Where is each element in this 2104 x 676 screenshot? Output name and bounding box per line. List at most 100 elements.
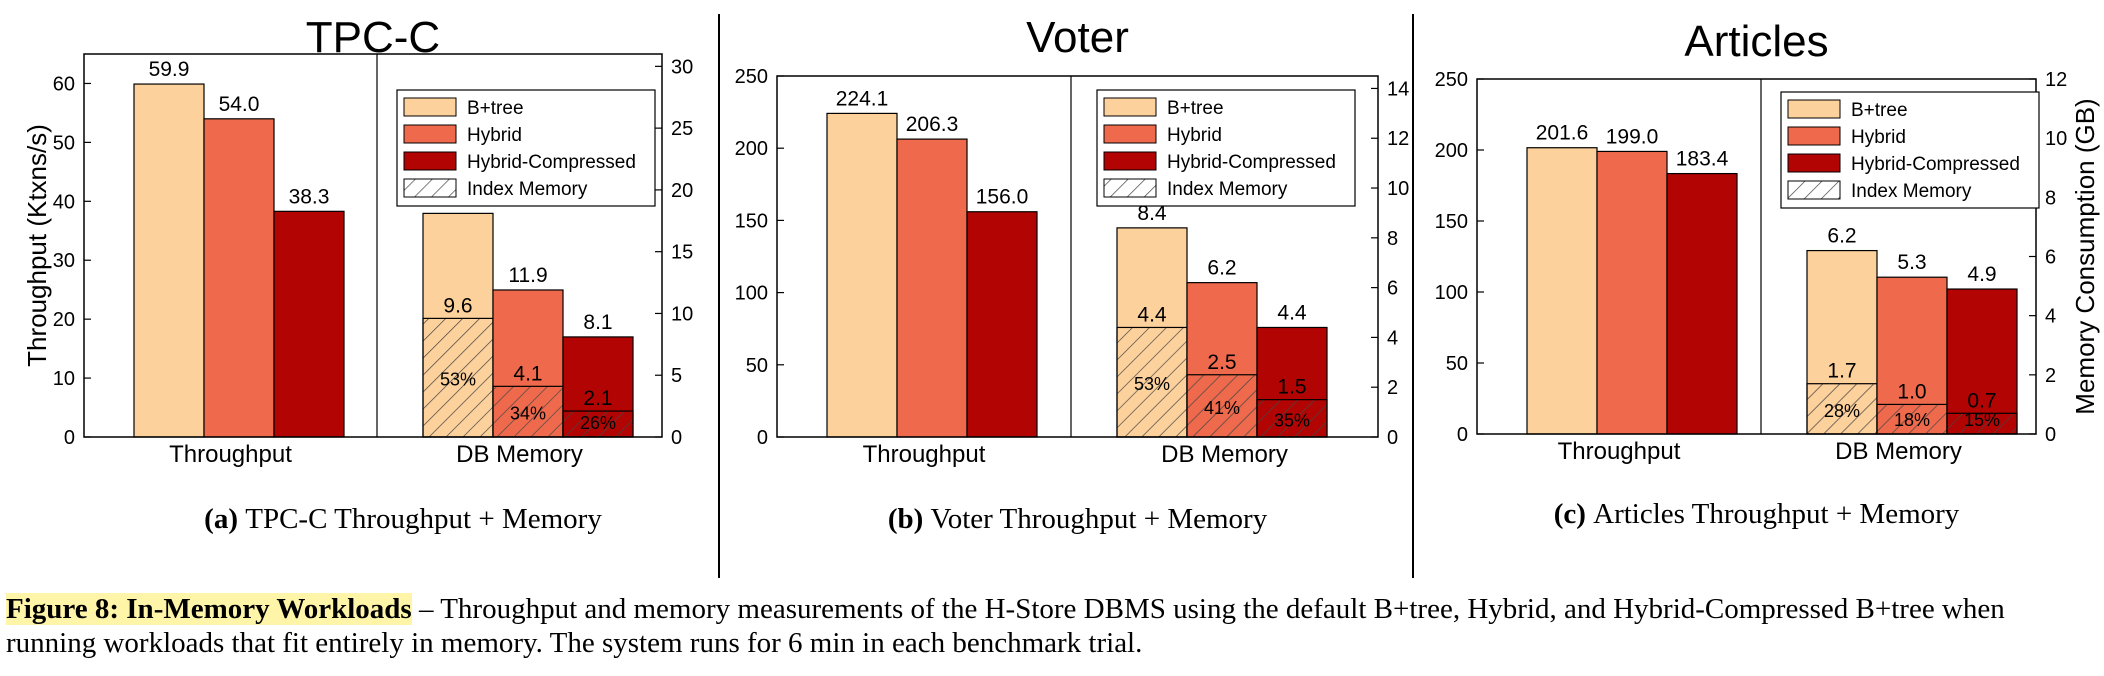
right-tick-label: 25	[671, 118, 693, 140]
legend-hybrid-swatch	[403, 124, 457, 144]
right-tick-label: 10	[2045, 128, 2067, 150]
index-memory-bar	[1186, 374, 1258, 438]
index-percent-label: 34%	[510, 404, 546, 424]
index-memory-label: 9.6	[443, 294, 472, 317]
right-tick-label: 0	[1387, 427, 1398, 449]
y-axis-label-right: Memory Consumption (GB)	[2070, 98, 2100, 414]
memory-label: 8.1	[583, 311, 612, 334]
throughput-bar	[896, 138, 968, 438]
right-tick-label: 0	[2045, 424, 2056, 446]
legend-index-memory-label: Index Memory	[467, 179, 588, 200]
memory-label: 8.4	[1137, 202, 1167, 225]
subcaption: (b) Voter Throughput + Memory	[888, 503, 1268, 535]
category-label: Throughput	[1558, 438, 1681, 465]
category-label: Throughput	[169, 441, 292, 468]
subcaption-text: Articles Throughput + Memory	[1593, 498, 1960, 530]
legend-hybrid-compressed-swatch	[1787, 153, 1841, 173]
legend: B+tree Hybrid Hybrid-Compressed Index Memor…	[396, 89, 656, 207]
right-tick-label: 14	[1387, 78, 1409, 100]
legend: B+tree Hybrid Hybrid-Compressed Index Memor…	[1096, 89, 1356, 207]
subcaption-letter: (a)	[204, 503, 245, 535]
right-tick-label: 10	[1387, 178, 1409, 200]
category-label: Throughput	[863, 441, 986, 468]
memory-label: 6.2	[1207, 257, 1236, 280]
left-tick-label: 0	[1457, 424, 1468, 446]
throughput-bar	[826, 112, 898, 438]
legend-hybrid-compressed-label: Hybrid-Compressed	[1167, 152, 1336, 173]
index-percent-label: 53%	[1134, 374, 1170, 394]
left-tick-label: 200	[1435, 140, 1468, 162]
panel-tpc-c: TPC-C59.954.038.318.19.653%11.94.134%8.1…	[22, 13, 693, 535]
memory-label: 5.3	[1897, 251, 1926, 274]
category-label: DB Memory	[1161, 441, 1288, 468]
throughput-bar	[273, 210, 345, 438]
index-memory-label: 4.1	[513, 362, 542, 385]
legend-btree-swatch	[403, 97, 457, 117]
left-tick-label: 100	[735, 283, 768, 305]
index-memory-label: 2.1	[583, 387, 612, 410]
legend-hybrid-label: Hybrid	[1167, 125, 1222, 146]
category-label: DB Memory	[456, 441, 583, 468]
panel-voter: Voter 224.1 206.3 156.0 8.4 4.4 53% 6.2 2.5 41% 4.…	[718, 13, 1409, 578]
legend-btree-label: B+tree	[467, 98, 524, 119]
throughput-label: 59.9	[149, 58, 190, 81]
right-tick-label: 6	[2045, 247, 2056, 269]
right-tick-label: 20	[671, 180, 693, 202]
figure-caption-body: – Throughput and memory measurements of …	[6, 593, 2005, 659]
legend-index-memory-label: Index Memory	[1851, 181, 1972, 202]
right-tick-label: 30	[671, 56, 693, 78]
throughput-label: 201.6	[1536, 122, 1589, 145]
right-tick-label: 2	[2045, 365, 2056, 387]
memory-label: 11.9	[508, 264, 547, 287]
right-tick-label: 4	[1387, 327, 1398, 349]
legend-hybrid-label: Hybrid	[1851, 127, 1906, 148]
index-percent-label: 53%	[440, 370, 476, 390]
index-memory-label: 1.7	[1827, 360, 1856, 383]
legend-btree-label: B+tree	[1167, 98, 1224, 119]
subcaption-text: TPC-C Throughput + Memory	[245, 503, 602, 535]
legend: B+tree Hybrid Hybrid-Compressed Index Memor…	[1780, 91, 2040, 209]
legend-btree-swatch	[1103, 97, 1157, 117]
left-tick-label: 200	[735, 138, 768, 160]
left-tick-label: 150	[1435, 211, 1468, 233]
memory-label: 4.4	[1277, 301, 1307, 324]
left-tick-label: 150	[735, 210, 768, 232]
figure-caption: Figure 8: In-Memory Workloads – Throughp…	[6, 592, 2100, 660]
index-memory-bar	[1876, 403, 1948, 435]
legend-index-memory-swatch	[1787, 180, 1841, 200]
legend-hybrid-compressed-swatch	[1103, 151, 1157, 171]
panel-articles: Articles 201.6 199.0 183.4 6.2 1.7 28% 5.3 1.0 18…	[1412, 14, 2100, 578]
right-tick-label: 0	[671, 427, 682, 449]
right-tick-label: 8	[1387, 228, 1398, 250]
legend-btree-label: B+tree	[1851, 100, 1908, 121]
throughput-label: 206.3	[906, 113, 959, 136]
throughput-bar	[966, 211, 1038, 438]
throughput-label: 183.4	[1676, 148, 1729, 171]
legend-index-memory-swatch	[1103, 178, 1157, 198]
legend-hybrid-compressed-swatch	[403, 151, 457, 171]
throughput-label: 156.0	[976, 186, 1029, 209]
plot-frame	[776, 75, 1379, 438]
right-tick-label: 8	[2045, 187, 2056, 209]
memory-label: 6.2	[1827, 225, 1856, 248]
right-tick-label: 5	[671, 365, 682, 387]
left-tick-label: 0	[64, 427, 75, 449]
left-tick-label: 250	[735, 66, 768, 88]
right-tick-label: 2	[1387, 377, 1398, 399]
left-tick-label: 50	[1446, 353, 1468, 375]
legend-hybrid-label: Hybrid	[467, 125, 522, 146]
right-tick-label: 12	[2045, 69, 2067, 91]
index-memory-label: 4.4	[1137, 303, 1167, 326]
subcaption-letter: (b)	[888, 503, 931, 535]
throughput-bar	[203, 118, 275, 438]
throughput-label: 38.3	[289, 185, 330, 208]
right-tick-label: 15	[671, 242, 693, 264]
throughput-label: 199.0	[1606, 125, 1659, 148]
left-tick-label: 10	[53, 368, 75, 390]
left-tick-label: 100	[1435, 282, 1468, 304]
right-tick-label: 6	[1387, 278, 1398, 300]
throughput-label: 54.0	[219, 93, 260, 116]
right-tick-label: 10	[671, 303, 693, 325]
index-percent-label: 28%	[1824, 401, 1860, 421]
